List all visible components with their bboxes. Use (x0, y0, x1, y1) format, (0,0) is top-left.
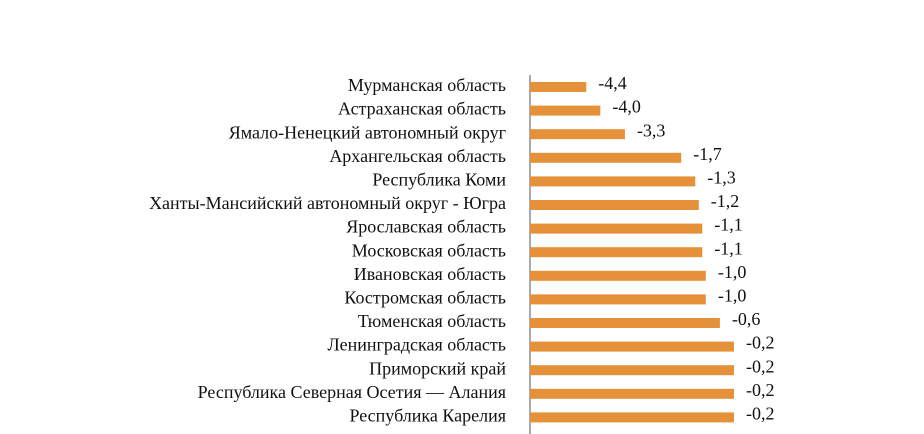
value-label: -1,1 (714, 238, 743, 258)
category-label: Республика Коми (372, 170, 506, 190)
category-label: Московская область (352, 240, 506, 260)
value-label: -4,4 (598, 73, 627, 93)
value-label: -0,2 (746, 380, 775, 400)
bar (530, 176, 696, 187)
bar (530, 152, 682, 163)
category-label: Ярославская область (346, 217, 506, 237)
category-label: Архангельская область (329, 146, 506, 166)
bar (530, 270, 706, 281)
value-label: -3,3 (637, 120, 666, 140)
category-label: Тюменская область (358, 311, 506, 331)
bar (530, 412, 734, 423)
value-label: -0,2 (746, 356, 775, 376)
bar (530, 365, 734, 376)
bar (530, 318, 720, 328)
category-label: Ивановская область (354, 264, 506, 284)
bar (530, 200, 699, 210)
category-label: Ленинградская область (328, 335, 506, 355)
category-label: Республика Северная Осетия — Алания (198, 382, 506, 402)
bar (530, 247, 703, 258)
bar (530, 105, 601, 116)
value-label: -0,6 (732, 309, 761, 329)
category-label: Астраханская область (338, 99, 506, 119)
bar (530, 129, 625, 140)
bar (530, 82, 587, 92)
bar (530, 294, 706, 305)
value-label: -0,2 (746, 333, 775, 353)
category-label: Ханты-Мансийский автономный округ - Югра (149, 193, 506, 213)
category-label: Ямало-Ненецкий автономный округ (229, 122, 506, 142)
value-label: -1,0 (718, 262, 747, 282)
value-label: -4,0 (612, 97, 641, 117)
value-label: -1,0 (718, 286, 747, 306)
bar (530, 223, 703, 234)
category-label: Костромская область (344, 288, 506, 308)
category-label: Республика Карелия (349, 406, 506, 426)
bar (530, 388, 734, 399)
value-label: -1,3 (707, 168, 736, 188)
bar (530, 341, 734, 352)
value-label: -1,7 (693, 144, 722, 164)
value-label: -0,2 (746, 404, 775, 424)
category-label: Приморский край (369, 358, 506, 378)
value-label: -1,1 (714, 215, 743, 235)
value-label: -1,2 (711, 191, 740, 211)
category-label: Мурманская область (348, 75, 506, 95)
